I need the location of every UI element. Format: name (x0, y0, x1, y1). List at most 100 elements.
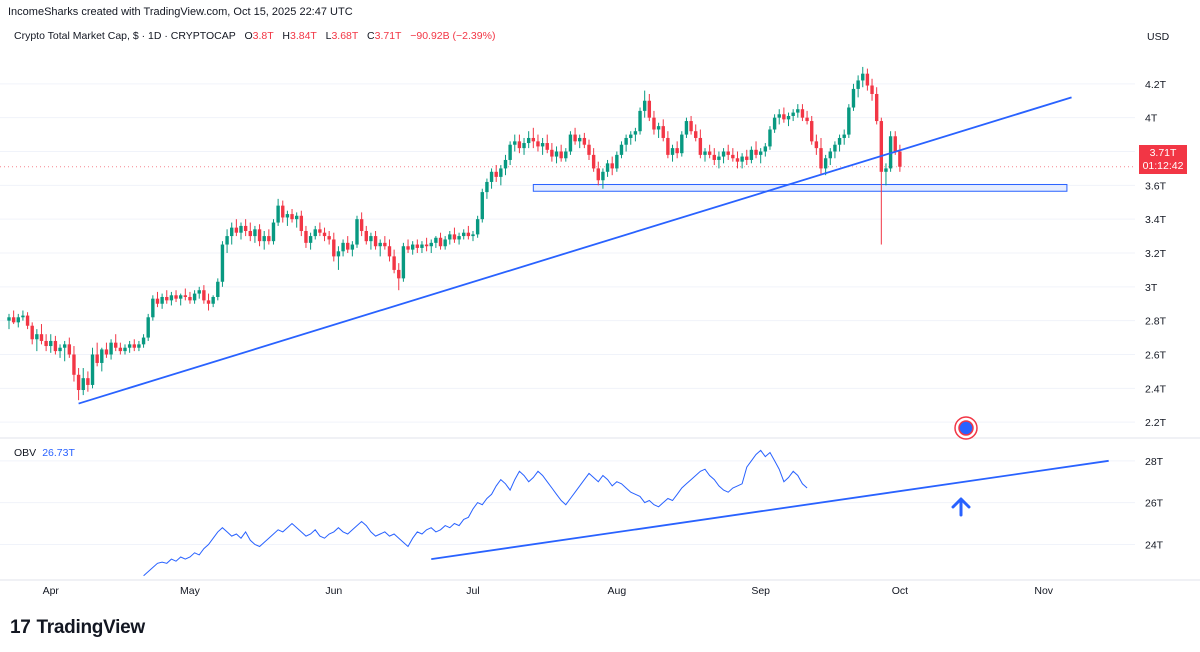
candle-body[interactable] (847, 107, 851, 135)
candle-body[interactable] (62, 344, 67, 348)
candle-body[interactable] (424, 244, 429, 247)
candle-body[interactable] (290, 214, 294, 220)
candle-body[interactable] (689, 121, 693, 132)
candle-body[interactable] (253, 229, 257, 237)
candle-body[interactable] (777, 114, 781, 118)
candle-body[interactable] (378, 242, 382, 247)
candle-body[interactable] (610, 163, 614, 169)
candle-body[interactable] (754, 149, 758, 155)
candle-body[interactable] (763, 146, 768, 152)
candle-body[interactable] (726, 151, 730, 155)
candle-body[interactable] (225, 236, 229, 245)
candle-body[interactable] (373, 236, 378, 247)
candle-body[interactable] (383, 242, 387, 247)
candle-body[interactable] (694, 131, 698, 138)
candle-body[interactable] (791, 112, 795, 116)
candle-body[interactable] (25, 315, 30, 326)
candle-body[interactable] (81, 378, 85, 391)
candle-body[interactable] (601, 171, 605, 181)
candle-body[interactable] (870, 85, 874, 94)
candle-body[interactable] (666, 137, 670, 155)
candle-body[interactable] (670, 148, 675, 155)
candle-body[interactable] (178, 295, 183, 299)
candle-body[interactable] (397, 269, 401, 279)
candle-body[interactable] (573, 134, 577, 142)
candle-body[interactable] (578, 137, 582, 142)
candle-body[interactable] (392, 256, 396, 270)
candle-body[interactable] (151, 298, 155, 318)
candle-body[interactable] (531, 137, 536, 142)
candle-body[interactable] (174, 295, 178, 299)
candle-body[interactable] (605, 163, 610, 172)
candle-body[interactable] (123, 347, 127, 352)
candle-body[interactable] (141, 337, 146, 345)
candle-body[interactable] (735, 158, 740, 162)
candle-body[interactable] (369, 236, 373, 242)
candle-body[interactable] (893, 136, 897, 152)
candle-body[interactable] (485, 181, 489, 193)
candle-body[interactable] (415, 244, 420, 248)
candle-body[interactable] (707, 151, 712, 155)
candle-body[interactable] (898, 151, 902, 167)
candle-body[interactable] (861, 73, 865, 81)
candle-body[interactable] (406, 246, 410, 250)
candle-body[interactable] (833, 144, 837, 152)
candle-body[interactable] (239, 225, 243, 233)
candle-body[interactable] (721, 151, 726, 157)
candle-body[interactable] (819, 148, 823, 169)
candle-body[interactable] (879, 121, 884, 172)
candle-body[interactable] (675, 148, 679, 154)
candle-body[interactable] (281, 205, 285, 218)
candle-body[interactable] (359, 219, 364, 232)
candle-body[interactable] (220, 244, 225, 282)
candle-body[interactable] (629, 134, 633, 138)
candle-body[interactable] (564, 151, 568, 159)
candle-body[interactable] (466, 232, 471, 237)
candle-body[interactable] (656, 126, 661, 130)
candle-body[interactable] (100, 349, 104, 363)
candle-body[interactable] (387, 246, 392, 257)
candle-body[interactable] (633, 131, 638, 135)
candle-body[interactable] (874, 93, 879, 122)
candle-body[interactable] (299, 215, 304, 232)
candle-body[interactable] (745, 156, 749, 160)
candle-body[interactable] (851, 88, 856, 108)
candle-body[interactable] (90, 354, 95, 385)
candle-body[interactable] (615, 154, 619, 169)
candle-body[interactable] (109, 342, 113, 355)
candle-body[interactable] (137, 344, 141, 348)
candle-body[interactable] (206, 300, 211, 304)
candle-body[interactable] (865, 73, 870, 86)
candle-body[interactable] (494, 171, 498, 177)
candle-body[interactable] (499, 168, 503, 177)
candle-body[interactable] (448, 234, 452, 240)
candle-body[interactable] (308, 236, 313, 243)
candle-body[interactable] (146, 317, 150, 338)
candle-body[interactable] (420, 244, 424, 248)
candle-body[interactable] (155, 298, 160, 304)
candle-body[interactable] (438, 237, 443, 247)
candle-body[interactable] (642, 100, 647, 111)
candle-body[interactable] (355, 219, 359, 245)
candle-body[interactable] (526, 137, 531, 144)
candle-body[interactable] (160, 296, 164, 304)
candle-body[interactable] (243, 225, 248, 232)
candle-body[interactable] (680, 134, 684, 154)
obv-series-line[interactable] (143, 449, 808, 577)
candle-body[interactable] (638, 110, 642, 132)
obv-trendline[interactable] (431, 459, 1109, 560)
candle-body[interactable] (545, 143, 549, 150)
candle-body[interactable] (550, 149, 554, 157)
candle-body[interactable] (86, 378, 90, 385)
candle-body[interactable] (652, 117, 656, 130)
candle-body[interactable] (796, 109, 800, 113)
candle-body[interactable] (230, 227, 234, 237)
candle-body[interactable] (452, 234, 457, 240)
candle-body[interactable] (192, 293, 197, 301)
candle-body[interactable] (336, 251, 341, 257)
candle-body[interactable] (276, 205, 280, 223)
support-zone-box[interactable] (532, 183, 1068, 192)
candle-body[interactable] (104, 349, 109, 355)
candle-body[interactable] (188, 296, 192, 301)
